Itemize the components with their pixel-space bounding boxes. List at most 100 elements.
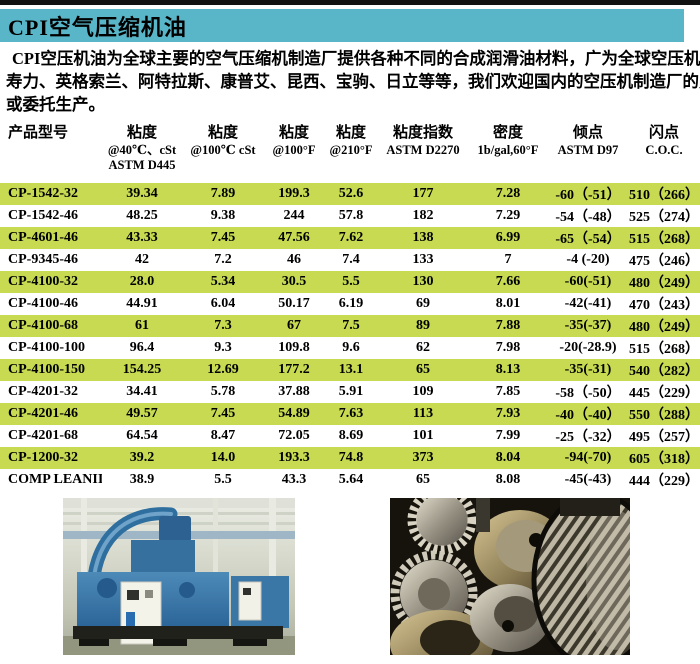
table-row: CP-4100-46 44.91 6.04 50.17 6.19 69 8.01 -42(-4… [0,293,700,315]
cell-value: 8.13 [468,359,548,381]
cell-value: 7.63 [324,403,378,425]
table-row: CP-4100-32 28.0 5.34 30.5 5.5 130 7.66 -60(-51)… [0,271,700,293]
column-header-text: ASTM D2270 [386,143,460,157]
cell-value: -60（-51） [548,183,628,205]
cell-value: -42(-41) [548,293,628,315]
cell-value: 7.29 [468,205,548,227]
gears-photo [390,498,630,655]
table-row: CP-4201-68 64.54 8.47 72.05 8.69 101 7.99 -25（-… [0,425,700,447]
cell-value: 43.33 [102,227,182,249]
cell-value: 7 [468,249,548,271]
table-row: CP-4100-150 154.25 12.69 177.2 13.1 65 8.13 -35… [0,359,700,381]
cell-value: 38.9 [102,469,182,491]
cell-value: 42 [102,249,182,271]
cell-value: 30.5 [264,271,324,293]
cell-value: 7.45 [182,403,264,425]
intro-line: 寿力、英格索兰、阿特拉斯、康普艾、昆西、宝驹、日立等等，我们欢迎国内的空压机制造… [6,72,700,91]
column-header-text: @40℃、cSt [107,143,177,157]
cell-product-model: CP-1542-46 [0,205,102,227]
cell-product-model: CP-1200-32 [0,447,102,469]
cell-value: 177.2 [264,359,324,381]
cell-value: 113 [378,403,468,425]
column-header-text: 倾点 [572,125,603,141]
column-header-text: 密度 [492,125,523,141]
table-row: CP-1542-46 48.25 9.38 244 57.8 182 7.29 -54（-48… [0,205,700,227]
table-row: CP-1200-32 39.2 14.0 193.3 74.8 373 8.04 -94(-7… [0,447,700,469]
column-header-text: @100°F [272,143,316,157]
cell-value: 133 [378,249,468,271]
cell-value: 525（274） [628,205,700,227]
column-header: 粘度 @100℃ cSt [182,122,264,183]
cell-value: 9.38 [182,205,264,227]
cell-value: 9.3 [182,337,264,359]
cell-value: 101 [378,425,468,447]
cell-value: 7.99 [468,425,548,447]
cell-value: 109.8 [264,337,324,359]
cell-value: 72.05 [264,425,324,447]
cell-value: 9.6 [324,337,378,359]
cell-value: 48.25 [102,205,182,227]
cell-value: 89 [378,315,468,337]
cell-value: 7.89 [182,183,264,205]
column-header: 粘度 @40℃、cSt ASTM D445 [102,122,182,183]
cell-value: 7.45 [182,227,264,249]
cell-value: 61 [102,315,182,337]
cell-value: 5.5 [324,271,378,293]
product-table-body: CP-1542-32 39.34 7.89 199.3 52.6 177 7.28 -60（-… [0,183,700,491]
cell-product-model: CP-4100-32 [0,271,102,293]
table-row: CP-1542-32 39.34 7.89 199.3 52.6 177 7.28 -60（-… [0,183,700,205]
cell-value: 54.89 [264,403,324,425]
cell-value: 5.78 [182,381,264,403]
top-rule [0,0,700,5]
cell-value: 13.1 [324,359,378,381]
column-header-text: 粘度 [335,125,366,141]
cell-value: 7.3 [182,315,264,337]
cell-value: 475（246） [628,249,700,271]
cell-value: 50.17 [264,293,324,315]
cell-value: 138 [378,227,468,249]
column-header-text: 1b/gal,60°F [477,143,539,157]
cell-value: 6.19 [324,293,378,315]
cell-value: 7.2 [182,249,264,271]
cell-value: 605（318） [628,447,700,469]
cell-value: 7.88 [468,315,548,337]
cell-product-model: CP-4201-68 [0,425,102,447]
table-row: COMP LEANII 38.9 5.5 43.3 5.64 65 8.08 -45(-43)… [0,469,700,491]
cell-value: 64.54 [102,425,182,447]
cell-value: 5.34 [182,271,264,293]
cell-value: 540（282） [628,359,700,381]
cell-product-model: CP-9345-46 [0,249,102,271]
cell-product-model: COMP LEANII [0,469,102,491]
table-row: CP-4100-68 61 7.3 67 7.5 89 7.88 -35(-37) 480（24… [0,315,700,337]
cell-value: 177 [378,183,468,205]
table-row: CP-4201-32 34.41 5.78 37.88 5.91 109 7.85 -58（-… [0,381,700,403]
title-bar: CPI空气压缩机油 [0,9,684,42]
intro-paragraph: CPI空压机油为全球主要的空气压缩机制造厂提供各种不同的合成润滑油材料，广为全球… [0,42,700,116]
cell-value: 510（266） [628,183,700,205]
photo-strip [0,498,700,655]
column-header-text: 粘度 [207,125,238,141]
cell-value: 7.85 [468,381,548,403]
cell-value: -54（-48） [548,205,628,227]
cell-value: -60(-51) [548,271,628,293]
cell-product-model: CP-4100-46 [0,293,102,315]
cell-value: 14.0 [182,447,264,469]
column-header-text: 产品型号 [8,125,69,141]
cell-value: 8.08 [468,469,548,491]
cell-value: 8.69 [324,425,378,447]
column-header-text: 粘度指数 [392,125,453,141]
column-header-text: C.O.C. [645,143,683,157]
cell-value: 7.28 [468,183,548,205]
cell-value: 7.5 [324,315,378,337]
compressors-illustration [63,498,295,655]
cell-value: 495（257） [628,425,700,447]
column-header: 闪点 C.O.C. [628,122,700,183]
cell-value: 244 [264,205,324,227]
cell-value: -20(-28.9) [548,337,628,359]
column-header-text: 闪点 [648,125,679,141]
column-header-text: ASTM D445 [108,158,176,172]
cell-value: 28.0 [102,271,182,293]
cell-value: 550（288） [628,403,700,425]
cell-value: 52.6 [324,183,378,205]
cell-value: -25（-32） [548,425,628,447]
